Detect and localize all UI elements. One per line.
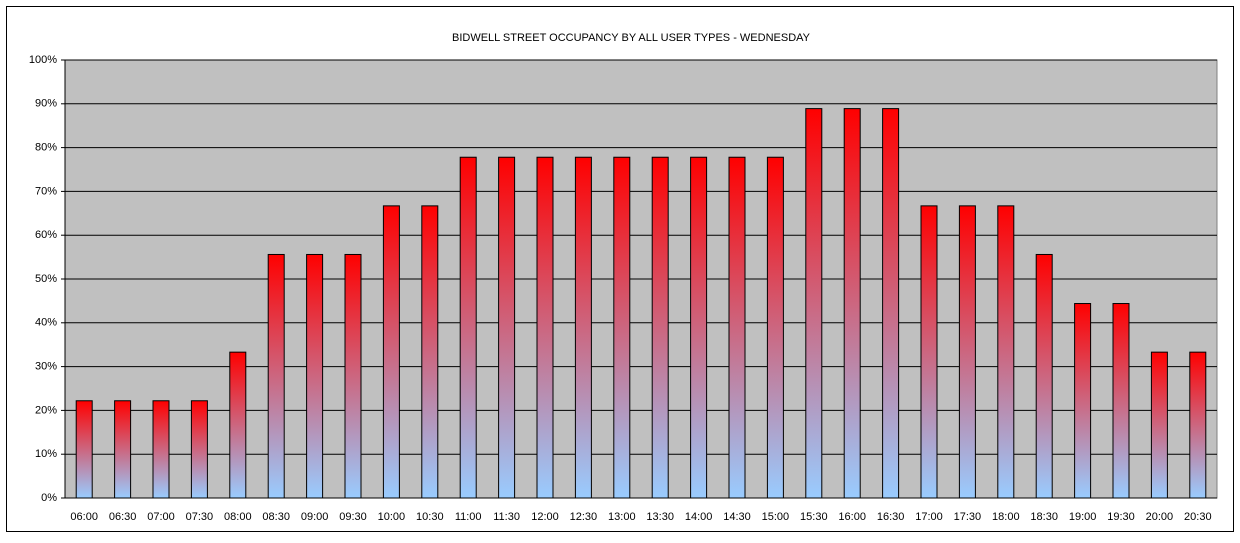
x-tick-label: 20:00 — [1146, 511, 1174, 523]
x-tick-label: 06:00 — [70, 511, 98, 523]
bar — [152, 400, 170, 499]
bar — [1189, 351, 1207, 499]
x-tick-label: 14:00 — [685, 511, 713, 523]
x-tick-label: 11:00 — [455, 511, 482, 523]
y-tick-label: 30% — [35, 361, 57, 373]
bar — [382, 205, 400, 499]
bar — [1035, 253, 1053, 499]
x-tick-label: 15:00 — [762, 511, 790, 523]
x-tick-label: 07:30 — [186, 511, 214, 523]
x-tick-label: 09:30 — [339, 511, 367, 523]
x-tick-label: 10:00 — [378, 511, 406, 523]
x-tick-label: 08:00 — [224, 511, 252, 523]
bar — [728, 156, 746, 499]
x-tick-label: 14:30 — [723, 511, 751, 523]
bar — [1074, 303, 1092, 499]
x-tick-label: 11:30 — [493, 511, 520, 523]
x-tick-label: 17:30 — [954, 511, 982, 523]
x-tick-label: 16:00 — [838, 511, 866, 523]
y-tick-label: 50% — [35, 273, 57, 285]
bar — [843, 108, 861, 499]
bar — [920, 205, 938, 499]
x-tick-label: 19:30 — [1107, 511, 1135, 523]
bar — [766, 156, 784, 499]
bar — [267, 253, 285, 499]
bar — [190, 400, 208, 499]
x-tick-label: 09:00 — [301, 511, 329, 523]
bar — [75, 400, 93, 499]
y-tick-label: 10% — [35, 448, 57, 460]
y-tick-label: 40% — [35, 317, 57, 329]
x-tick-label: 12:00 — [531, 511, 559, 523]
y-tick-label: 0% — [41, 492, 57, 504]
bar — [613, 156, 631, 499]
x-tick-label: 13:30 — [646, 511, 674, 523]
y-tick-label: 60% — [35, 229, 57, 241]
bar — [421, 205, 439, 499]
x-tick-label: 07:00 — [147, 511, 175, 523]
bar — [459, 156, 477, 499]
bar — [882, 108, 900, 499]
x-tick-label: 19:00 — [1069, 511, 1097, 523]
y-tick-label: 80% — [35, 142, 57, 154]
bar — [805, 108, 823, 499]
x-tick-label: 15:30 — [800, 511, 828, 523]
bar — [1112, 303, 1130, 499]
bar — [229, 351, 247, 499]
y-tick-label: 100% — [29, 54, 57, 66]
y-tick-label: 90% — [35, 98, 57, 110]
bar — [1150, 351, 1168, 499]
x-tick-label: 10:30 — [416, 511, 444, 523]
x-tick-label: 12:30 — [570, 511, 598, 523]
y-tick-label: 70% — [35, 185, 57, 197]
bar — [574, 156, 592, 499]
x-tick-label: 17:00 — [915, 511, 943, 523]
bar — [997, 205, 1015, 499]
x-tick-label: 18:30 — [1030, 511, 1058, 523]
x-tick-label: 08:30 — [262, 511, 290, 523]
bar — [498, 156, 516, 499]
x-tick-label: 18:00 — [992, 511, 1020, 523]
bar — [536, 156, 554, 499]
x-tick-label: 20:30 — [1184, 511, 1212, 523]
bar — [690, 156, 708, 499]
x-tick-label: 06:30 — [109, 511, 137, 523]
x-tick-label: 13:00 — [608, 511, 636, 523]
chart-title: BIDWELL STREET OCCUPANCY BY ALL USER TYP… — [452, 32, 811, 44]
bar — [651, 156, 669, 499]
bar — [344, 253, 362, 499]
y-tick-label: 20% — [35, 404, 57, 416]
x-tick-label: 16:30 — [877, 511, 905, 523]
bar — [114, 400, 132, 499]
bar — [306, 253, 324, 499]
bar — [958, 205, 976, 499]
